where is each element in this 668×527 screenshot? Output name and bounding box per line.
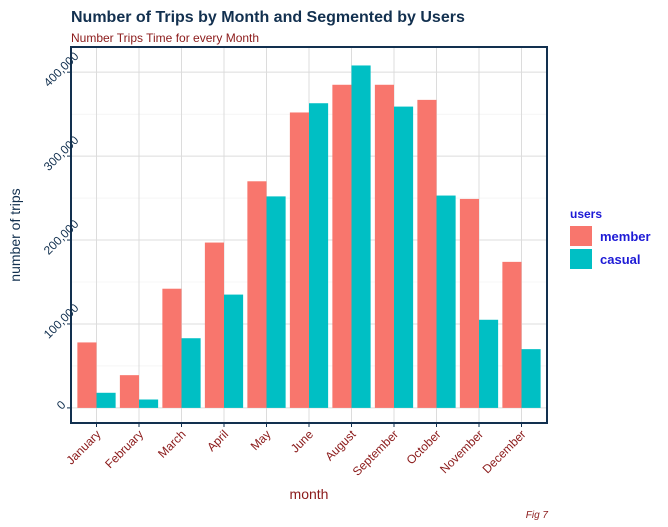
bar-casual-may [266,196,286,408]
bar-member-january [77,342,97,408]
bar-member-august [332,84,352,408]
x-tick-label: November [437,427,486,476]
bar-member-march [162,288,182,408]
bar-member-november [459,198,479,408]
bar-member-september [374,84,394,408]
bar-casual-february [139,399,159,408]
y-tick-label: 200,000 [41,217,82,258]
bar-member-october [417,99,437,408]
x-tick-label: April [204,427,231,454]
x-tick-label: May [248,427,274,453]
legend-label-casual: casual [600,252,640,267]
legend-key-casual [570,249,592,269]
legend-key-member [570,226,592,246]
bar-casual-june [309,103,329,408]
legend: users member casual [570,207,651,269]
bars [77,65,541,408]
bar-casual-october [436,195,456,408]
bar-member-may [247,181,267,408]
bar-casual-january [96,392,116,408]
x-tick-label: August [322,427,359,464]
bar-casual-april [224,294,244,408]
y-tick-label: 0 [54,398,69,413]
bar-casual-november [479,319,499,408]
y-tick-label: 400,000 [41,49,82,90]
x-tick-label: February [102,427,146,471]
legend-label-member: member [600,229,651,244]
bar-casual-december [521,349,541,408]
legend-title: users [570,207,602,221]
chart-caption: Fig 7 [526,510,549,521]
x-tick-label: January [64,427,104,467]
bar-member-april [204,242,224,408]
chart-title: Number of Trips by Month and Segmented b… [71,9,465,26]
y-axis-label: number of trips [7,188,23,281]
bar-casual-august [351,65,371,408]
bar-casual-september [394,106,414,408]
y-axis-ticks: 0 100,000 200,000 300,000 400,000 [41,49,82,413]
bar-casual-march [181,338,201,408]
bar-member-june [289,112,309,408]
bar-member-february [119,375,139,408]
x-tick-label: March [155,427,188,460]
x-tick-label: October [404,427,444,467]
x-axis-label: month [290,486,329,502]
x-tick-label: September [350,427,401,478]
x-tick-label: December [480,427,529,476]
chart-subtitle: Number Trips Time for every Month [71,31,259,45]
x-tick-label: June [288,427,317,456]
y-tick-label: 100,000 [41,301,82,342]
bar-member-december [502,261,522,408]
y-tick-label: 300,000 [41,133,82,174]
